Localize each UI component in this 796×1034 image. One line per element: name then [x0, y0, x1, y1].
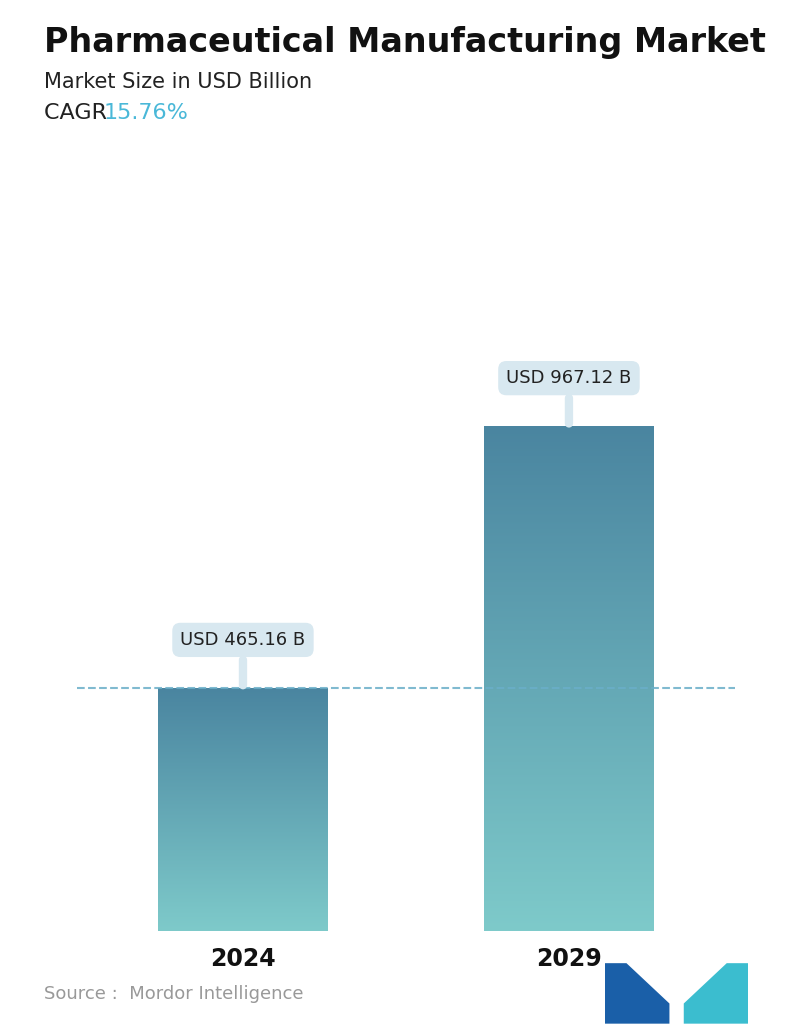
Text: Pharmaceutical Manufacturing Market: Pharmaceutical Manufacturing Market — [44, 26, 766, 59]
Text: 15.76%: 15.76% — [103, 103, 189, 123]
Text: USD 465.16 B: USD 465.16 B — [181, 631, 306, 686]
Text: Market Size in USD Billion: Market Size in USD Billion — [44, 72, 312, 92]
Text: Source :  Mordor Intelligence: Source : Mordor Intelligence — [44, 985, 303, 1003]
Text: CAGR: CAGR — [44, 103, 121, 123]
Text: USD 967.12 B: USD 967.12 B — [506, 369, 631, 424]
